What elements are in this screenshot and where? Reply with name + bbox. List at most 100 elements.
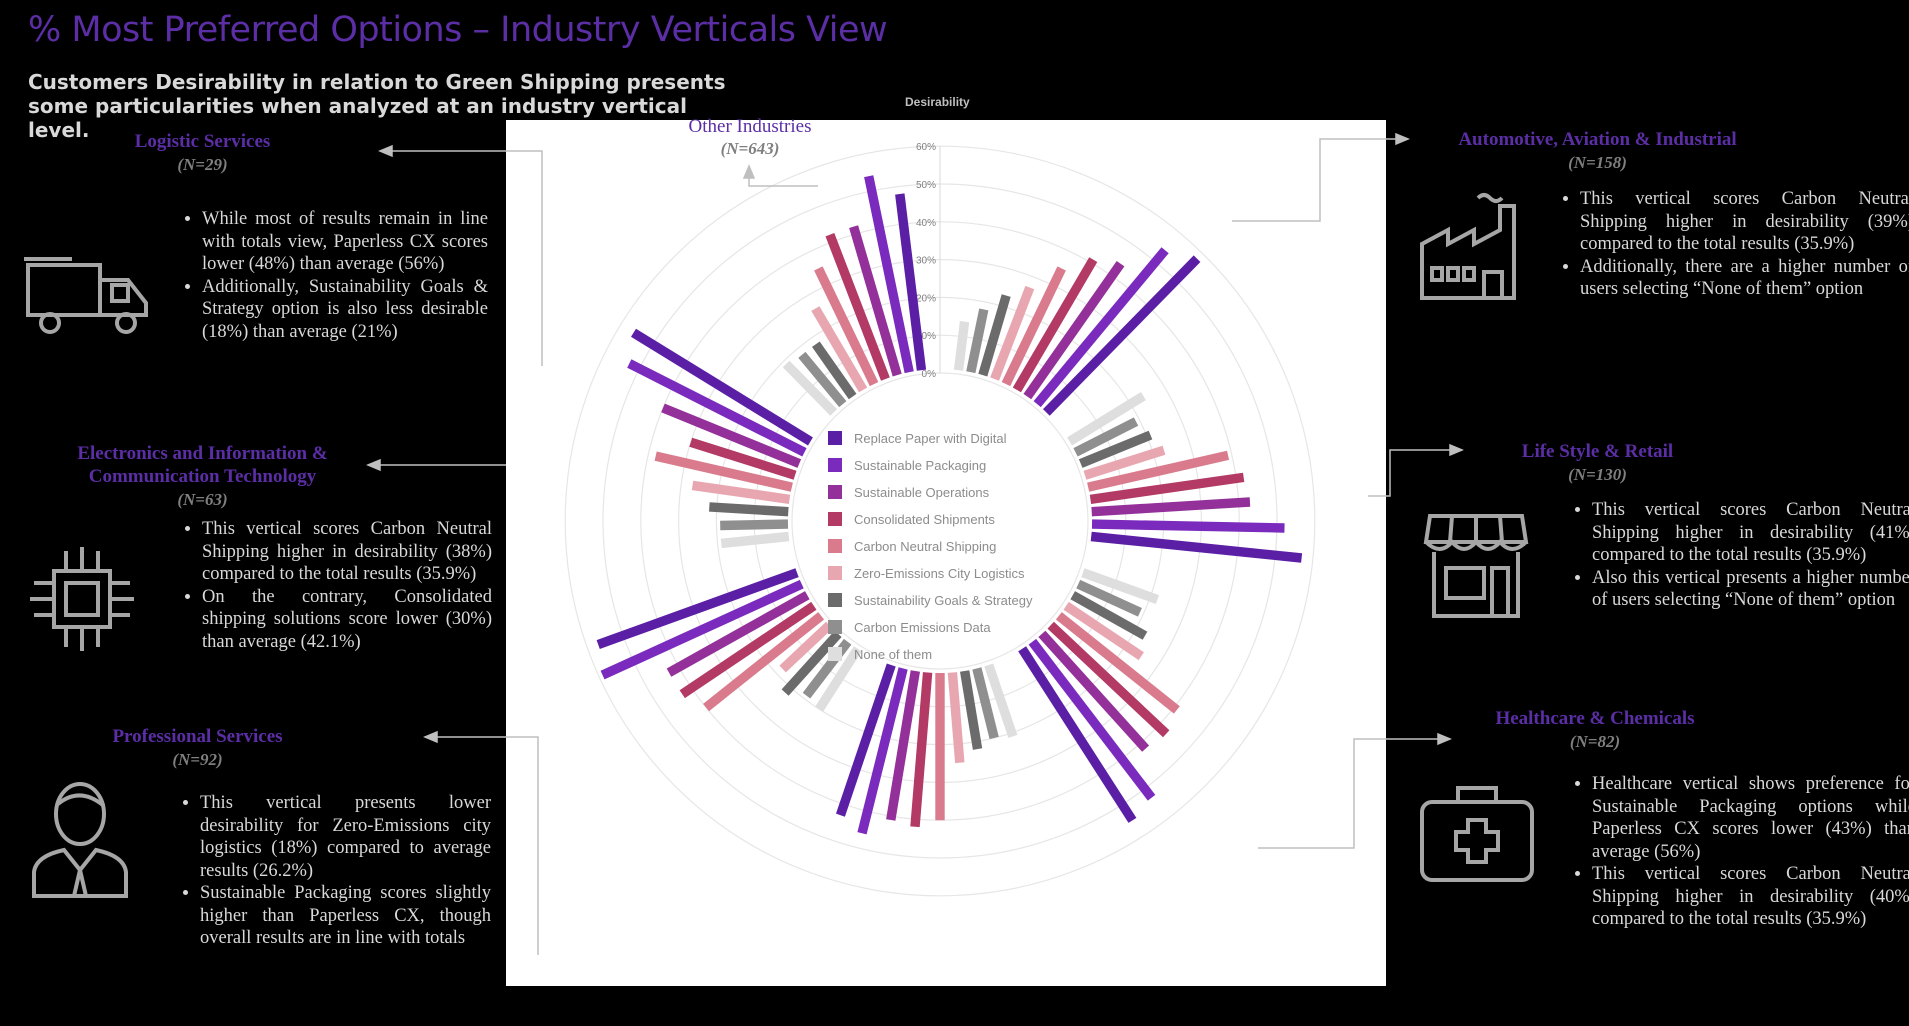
bar bbox=[654, 451, 793, 492]
bar bbox=[1018, 646, 1137, 823]
healthcare-title: Healthcare & Chemicals bbox=[1495, 708, 1695, 729]
bar bbox=[990, 285, 1035, 381]
legend-label: Carbon Neutral Shipping bbox=[854, 539, 996, 554]
bar bbox=[661, 403, 802, 468]
lifestyle-bullet-2: Also this vertical presents a higher num… bbox=[1592, 567, 1909, 612]
storefront-icon bbox=[1423, 514, 1529, 618]
bar bbox=[825, 233, 890, 381]
tick-label: 0% bbox=[922, 369, 937, 380]
page-subtitle: Customers Desirability in relation to Gr… bbox=[28, 70, 726, 142]
bar bbox=[781, 630, 842, 696]
healthcare-heading: Healthcare & Chemicals (N=82) bbox=[1475, 707, 1715, 753]
bar bbox=[886, 670, 920, 821]
tick-label: 60% bbox=[916, 142, 936, 153]
legend-label: Consolidated Shipments bbox=[854, 512, 995, 527]
logistic-bullet-1: While most of results remain in line wit… bbox=[202, 208, 488, 276]
logistic-heading: Logistic Services (N=29) bbox=[80, 130, 325, 176]
radial-bar-chart: 0% 10% 20% 30% 40% 50% 60% Replace Paper with D… bbox=[564, 142, 1316, 897]
automotive-heading: Automotive, Aviation & Industrial (N=158… bbox=[1440, 128, 1755, 174]
healthcare-bullet-1: Healthcare vertical shows preference for… bbox=[1592, 773, 1909, 863]
bar bbox=[720, 531, 790, 549]
other-industries-title: Other Industries bbox=[688, 116, 812, 137]
bar bbox=[1033, 247, 1169, 408]
bar bbox=[910, 672, 933, 828]
bar bbox=[1047, 621, 1170, 738]
bar bbox=[1028, 638, 1156, 801]
bar bbox=[1091, 519, 1285, 533]
factory-icon bbox=[1420, 193, 1516, 300]
bar bbox=[1043, 255, 1201, 416]
automotive-n: (N=158) bbox=[1568, 153, 1627, 172]
legend-label: Sustainability Goals & Strategy bbox=[854, 593, 1033, 608]
bar bbox=[1038, 630, 1150, 752]
professional-title: Professional Services bbox=[112, 726, 283, 747]
legend-label: Carbon Emissions Data bbox=[854, 620, 991, 635]
bar bbox=[720, 519, 789, 531]
bar bbox=[703, 612, 825, 712]
other-industries-n: (N=643) bbox=[720, 139, 780, 158]
page-title: % Most Preferred Options – Industry Vert… bbox=[28, 10, 888, 50]
bar bbox=[849, 225, 902, 377]
tick-label: 30% bbox=[916, 256, 936, 267]
legend-label: Replace Paper with Digital bbox=[854, 431, 1007, 446]
medical-kit-icon bbox=[1420, 786, 1534, 882]
professional-n: (N=92) bbox=[172, 750, 223, 769]
logistic-bullet-2: Additionally, Sustainability Goals & Str… bbox=[202, 276, 488, 344]
bar bbox=[1070, 591, 1148, 640]
healthcare-bullets: Healthcare vertical shows preference for… bbox=[1570, 773, 1909, 931]
bar bbox=[596, 568, 799, 649]
bar bbox=[815, 646, 862, 712]
logistic-title: Logistic Services bbox=[134, 131, 271, 152]
legend-swatch bbox=[828, 593, 842, 607]
healthcare-n: (N=82) bbox=[1569, 732, 1621, 751]
bar bbox=[1055, 612, 1180, 714]
bar bbox=[666, 591, 810, 677]
professional-heading: Professional Services (N=92) bbox=[80, 725, 315, 771]
legend-swatch bbox=[828, 431, 842, 445]
electronics-bullets: This vertical scores Carbon Neutral Ship… bbox=[180, 518, 492, 653]
legend-swatch bbox=[828, 539, 842, 553]
bar bbox=[679, 601, 817, 699]
lifestyle-n: (N=130) bbox=[1568, 465, 1627, 484]
legend-label: None of them bbox=[854, 647, 932, 662]
logistic-bullets: While most of results remain in line wit… bbox=[180, 208, 488, 343]
automotive-bullet-1: This vertical scores Carbon Neutral Ship… bbox=[1580, 188, 1909, 256]
professional-bullets: This vertical presents lower desirabilit… bbox=[178, 792, 491, 950]
bar bbox=[972, 667, 999, 740]
automotive-bullets: This vertical scores Carbon Neutral Ship… bbox=[1558, 188, 1909, 301]
bar bbox=[811, 306, 868, 393]
professional-bullet-2: Sustainable Packaging scores slightly hi… bbox=[200, 882, 491, 950]
bar bbox=[779, 621, 833, 673]
electronics-heading: Electronics and Information & Communicat… bbox=[60, 442, 345, 511]
axis-title: Desirability bbox=[905, 95, 970, 109]
bar bbox=[953, 321, 970, 371]
bar bbox=[1073, 417, 1139, 457]
electronics-title: Electronics and Information & Communicat… bbox=[77, 443, 328, 487]
bar bbox=[947, 672, 965, 764]
bar bbox=[689, 437, 797, 480]
healthcare-bullet-2: This vertical scores Carbon Neutral Ship… bbox=[1592, 863, 1909, 931]
legend-swatch bbox=[828, 485, 842, 499]
bar bbox=[1001, 266, 1066, 387]
tick-label: 40% bbox=[916, 218, 936, 229]
chart-legend: Replace Paper with Digital Sustainable Pa… bbox=[828, 431, 1033, 662]
bar bbox=[864, 175, 914, 374]
other-industries-label: Other Industries (N=643) bbox=[675, 116, 825, 160]
bar bbox=[1083, 445, 1166, 480]
electronics-bullet-1: This vertical scores Carbon Neutral Ship… bbox=[202, 518, 492, 586]
automotive-bullet-2: Additionally, there are a higher number … bbox=[1580, 256, 1909, 301]
lifestyle-heading: Life Style & Retail (N=130) bbox=[1500, 440, 1695, 486]
chip-icon bbox=[30, 547, 134, 651]
legend-label: Sustainable Operations bbox=[854, 485, 990, 500]
bar bbox=[600, 579, 804, 680]
bar bbox=[691, 480, 791, 504]
bar bbox=[1090, 531, 1303, 563]
automotive-title: Automotive, Aviation & Industrial bbox=[1458, 129, 1737, 150]
truck-icon bbox=[24, 257, 148, 334]
bar bbox=[895, 193, 927, 371]
electronics-bullet-2: On the contrary, Consolidated shipping s… bbox=[202, 586, 492, 654]
bar bbox=[1076, 579, 1142, 617]
bar bbox=[984, 663, 1018, 738]
bar bbox=[1012, 257, 1098, 393]
legend-swatch bbox=[828, 620, 842, 634]
